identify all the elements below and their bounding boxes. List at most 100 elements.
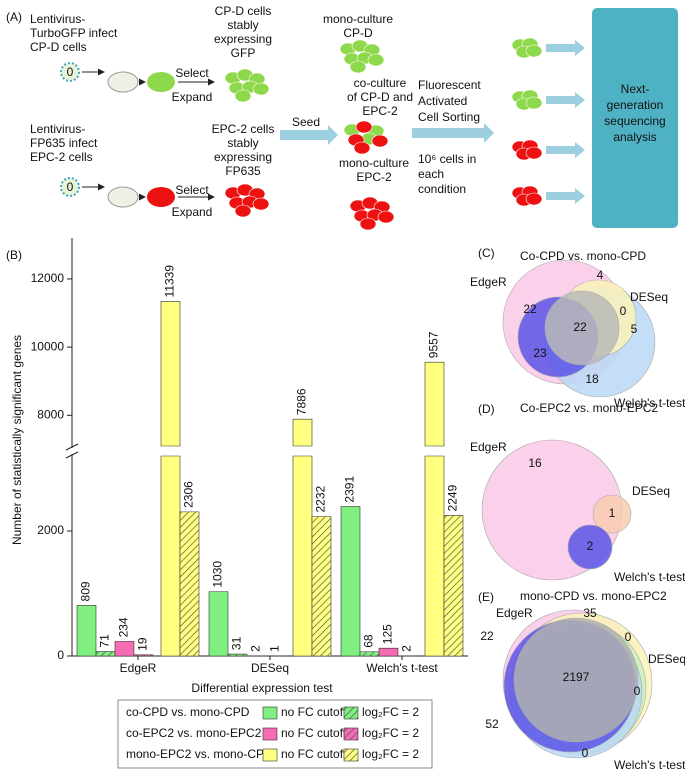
legend-label: no FC cutoff,	[281, 705, 349, 719]
venn-count: 0	[634, 684, 641, 698]
cell	[107, 186, 139, 208]
diagram-text: CP-D cells	[30, 40, 87, 54]
virus	[60, 62, 80, 82]
legend-swatch	[343, 748, 359, 762]
cell	[377, 210, 395, 224]
bar-value-label: 1	[268, 645, 282, 652]
y-tick-label: 0	[57, 648, 64, 662]
diagram-text: EPC-2	[362, 104, 398, 118]
bar-value-label: 1030	[211, 561, 225, 588]
venn-count: 35	[583, 606, 597, 620]
virus	[60, 177, 80, 197]
y-tick-label: 10000	[31, 339, 65, 353]
bar	[227, 653, 248, 657]
diagram-text: CP-D cells	[215, 4, 272, 18]
venn-count: 1	[609, 506, 616, 520]
legend-group-label: mono-EPC2 vs. mono-CPD	[126, 747, 273, 761]
legend-label: log₂FC = 2	[362, 726, 419, 740]
venn-set-label: EdgeR	[470, 440, 507, 454]
y-tick-label: 12000	[31, 271, 65, 285]
diagram-text: of CP-D and	[347, 90, 413, 104]
diagram-text: Select	[175, 66, 209, 80]
bar	[95, 651, 116, 657]
panel-label: (C)	[478, 246, 495, 260]
panel-label: (D)	[478, 402, 495, 416]
cell	[525, 192, 543, 206]
bar	[76, 605, 97, 657]
diagram-text: Seed	[292, 115, 320, 129]
virus-core: 0	[67, 65, 74, 79]
venn-title: Co-CPD vs. mono-CPD	[520, 249, 646, 263]
bar-value-label: 234	[117, 617, 131, 637]
diagram-text: Lentivirus-	[30, 12, 85, 26]
diagram-text: EPC-2	[356, 170, 392, 184]
venn-set-label: Welch's t-test	[614, 570, 685, 584]
cell	[107, 71, 139, 93]
legend-group-label: co-CPD vs. mono-CPD	[126, 705, 250, 719]
legend-label: log₂FC = 2	[362, 747, 419, 761]
diagram-text: co-culture	[354, 76, 407, 90]
diagram-text: sequencing	[604, 114, 665, 128]
venn-set-label: DESeq	[648, 652, 685, 666]
cell	[252, 197, 270, 211]
legend-swatch	[262, 748, 278, 762]
process-arrow	[546, 188, 585, 204]
diagram-text: mono-culture	[323, 12, 393, 26]
y-tick-label: 8000	[37, 407, 64, 421]
venn-count: 2197	[563, 670, 590, 684]
process-arrow	[546, 92, 585, 108]
legend-group-label: co-EPC2 vs. mono-EPC2	[126, 726, 262, 740]
diagram-text: EPC-2 cells	[212, 122, 275, 136]
bar-value-label: 809	[79, 581, 93, 601]
bar	[133, 654, 154, 657]
process-arrow	[280, 125, 338, 145]
venn-set-label: Welch's t-test	[614, 758, 685, 772]
diagram-text: Lentivirus-	[30, 122, 85, 136]
venn-count: 0	[620, 304, 627, 318]
cell	[367, 53, 385, 67]
bar	[179, 511, 200, 657]
cell	[525, 146, 543, 160]
arrow	[208, 78, 215, 86]
diagram-text: stably	[227, 136, 258, 150]
diagram-text: Expand	[172, 90, 213, 104]
virus-core: 0	[67, 180, 74, 194]
arrow	[139, 78, 146, 86]
diagram-text: Expand	[172, 205, 213, 219]
process-arrow	[546, 40, 585, 56]
bar	[292, 418, 313, 657]
cell	[147, 187, 175, 207]
venn-count: 52	[485, 717, 499, 731]
cell	[234, 89, 252, 103]
y-tick-label: 2000	[37, 523, 64, 537]
legend-label: no FC cutoff,	[281, 747, 349, 761]
venn-count: 18	[585, 372, 599, 386]
venn-title: mono-CPD vs. mono-EPC2	[520, 589, 667, 603]
venn-set	[513, 617, 639, 743]
venn-set-label: EdgeR	[496, 606, 533, 620]
venn-set-label: Welch's t-test	[614, 396, 685, 410]
diagram-text: generation	[607, 98, 664, 112]
x-tick-label: EdgeR	[120, 661, 157, 675]
diagram-text: Cell Sorting	[418, 110, 480, 124]
cell	[359, 217, 377, 231]
diagram-text: FP635 infect	[30, 136, 98, 150]
bar-value-label: 2306	[182, 481, 196, 508]
diagram-text: condition	[418, 182, 466, 196]
cell	[147, 72, 175, 92]
diagram-text: stably	[227, 18, 258, 32]
diagram-text: Activated	[418, 94, 467, 108]
legend-swatch	[262, 706, 278, 720]
diagram-text: each	[418, 167, 444, 181]
bar-value-label: 2	[400, 645, 414, 652]
bar-value-label: 68	[362, 634, 376, 648]
venn-count: 0	[625, 630, 632, 644]
bar	[424, 361, 445, 657]
bar	[114, 641, 135, 657]
arrow	[98, 183, 105, 191]
venn-set-label: DESeq	[630, 290, 668, 304]
venn-set	[544, 290, 620, 366]
diagram-text: expressing	[214, 150, 272, 164]
diagram-text: mono-culture	[339, 156, 409, 170]
